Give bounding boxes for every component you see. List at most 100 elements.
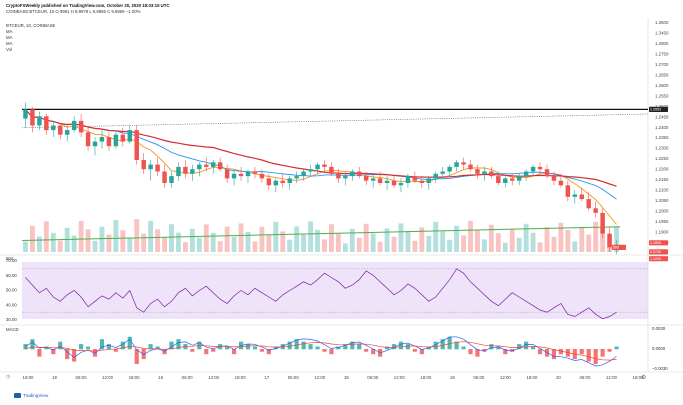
volume-bar <box>308 221 314 252</box>
volume-bar <box>509 229 515 252</box>
candle-body <box>64 130 70 135</box>
rsi-tick-label: 40.00 <box>6 302 17 307</box>
macd-histogram-bar <box>141 349 146 360</box>
volume-bar <box>551 236 557 252</box>
volume-bar <box>356 237 362 252</box>
candle-body <box>217 162 223 170</box>
candle-body <box>516 176 522 181</box>
time-tick-label: 12:00 <box>500 375 512 380</box>
time-tick-label: 16 <box>158 375 163 380</box>
candle-body <box>280 180 285 183</box>
ma-label-1: MA <box>6 29 13 34</box>
macd-histogram-bar <box>517 344 522 350</box>
candle-body <box>134 130 139 160</box>
ma-label-2: MA <box>6 35 13 40</box>
price-tick-label: 1.2450 <box>655 114 669 119</box>
macd-histogram-bar <box>440 339 445 350</box>
volume-bar <box>516 237 522 252</box>
price-tick-label: 1.2200 <box>655 167 669 172</box>
volume-bar <box>579 226 585 252</box>
candle-body <box>127 130 133 142</box>
candle-body <box>210 162 216 167</box>
candle-body <box>600 212 605 234</box>
volume-bar <box>134 219 140 252</box>
trend-line-dotted <box>21 113 649 129</box>
volume-bar <box>273 221 279 252</box>
price-tick-label: 1.3450 <box>655 30 669 35</box>
volume-bar <box>586 234 592 252</box>
time-tick-label: 12:00 <box>208 375 220 380</box>
time-tick-label: 18 <box>344 375 349 380</box>
price-badge <box>649 240 668 246</box>
macd-histogram-bar <box>475 349 480 357</box>
candle-body <box>426 178 432 183</box>
macd-histogram-bar <box>23 344 28 350</box>
candle-body <box>370 178 376 181</box>
candle-body <box>141 160 146 170</box>
tradingview-brand[interactable]: TradingView <box>14 393 48 399</box>
candle-body <box>412 176 418 181</box>
time-tick-label: 12:00 <box>606 375 618 380</box>
volume-bar <box>349 228 355 252</box>
candle-body <box>231 173 237 179</box>
volume-bar <box>106 234 112 252</box>
price-badge-label: 1.1806 <box>650 241 661 245</box>
price-badge-label: 1.1200 <box>650 257 661 261</box>
time-tick-label: 18:00 <box>633 375 645 380</box>
candle-body <box>85 132 91 147</box>
macd-histogram-bar <box>405 344 411 350</box>
volume-bar <box>301 234 307 252</box>
volume-bar <box>50 232 56 252</box>
ma-line-blue <box>25 109 617 200</box>
macd-signal-line <box>25 341 617 361</box>
candle-body <box>183 166 188 174</box>
rsi-tick-label: 70.00 <box>6 258 17 263</box>
rsi-band <box>22 262 648 319</box>
volume-bar <box>57 240 63 252</box>
volume-bar <box>481 239 487 252</box>
volume-bar <box>92 240 98 252</box>
price-tick-label: 1.1900 <box>655 230 669 235</box>
macd-histogram-bar <box>245 344 251 350</box>
macd-label: MACD <box>6 327 19 332</box>
ma-line-orange <box>25 109 617 225</box>
volume-bar <box>29 225 35 252</box>
candle-body <box>607 233 612 248</box>
candle-body <box>496 176 501 183</box>
macd-histogram-bar <box>44 346 49 350</box>
candle-body <box>461 162 466 165</box>
candle-body <box>30 109 35 126</box>
price-tick-label: 1.2800 <box>655 41 669 46</box>
volume-bar <box>433 221 439 252</box>
time-tick-label: 06:00 <box>182 375 194 380</box>
macd-histogram-bar <box>398 341 404 350</box>
macd-histogram-bar <box>496 346 501 350</box>
macd-histogram-bar <box>92 349 98 357</box>
candle-body <box>58 125 63 135</box>
candle-body <box>454 162 459 167</box>
time-tick-label: 18:00 <box>526 375 538 380</box>
time-tick-label: 19 <box>52 375 57 380</box>
volume-badge-label: 500 <box>613 246 619 250</box>
candle-body <box>294 176 299 179</box>
volume-bar <box>502 242 508 252</box>
candle-body <box>78 120 84 133</box>
gear-icon[interactable]: ⚙ <box>641 375 647 381</box>
candle-body <box>350 171 355 177</box>
volume-bar <box>120 230 126 252</box>
volume-bar <box>363 223 369 252</box>
time-tick-label: 06:00 <box>579 375 591 380</box>
ma-line-green <box>21 226 621 241</box>
macd-histogram-bar <box>510 349 515 352</box>
volume-bar <box>405 231 411 252</box>
clock-icon[interactable]: ◷ <box>6 374 11 380</box>
volume-bar <box>294 226 300 252</box>
candle-body <box>489 171 494 177</box>
candle-body <box>530 166 536 172</box>
volume-bar <box>280 231 286 252</box>
price-tick-label: 1.2300 <box>655 146 669 151</box>
time-tick-label: 06:00 <box>288 375 300 380</box>
time-tick-label: 12:00 <box>394 375 406 380</box>
publisher-line: CryptoFXWeekly published on TradingView.… <box>6 3 170 8</box>
